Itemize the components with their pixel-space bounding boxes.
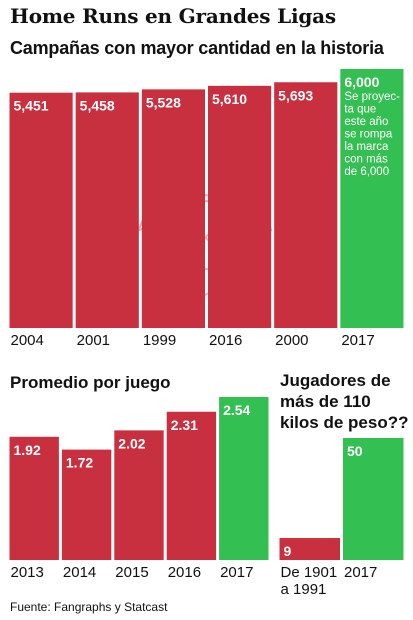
- chart-1-value-label: 5,693: [278, 87, 313, 103]
- chart-1-value-label: 5,458: [80, 97, 115, 113]
- chart-1-annotation-line: ta que: [344, 104, 376, 116]
- chart-1-annotation-line: la marca: [344, 141, 389, 153]
- chart-1-tick-label: 2000: [275, 332, 308, 349]
- chart-2-tick-label: 2017: [220, 564, 253, 581]
- chart-2-title: Promedio por juego: [10, 373, 171, 392]
- chart-3-value-label: 9: [284, 543, 292, 559]
- chart-1-top-bars: 5,451 5,458 5,528 5,610 5,693 6,000 Se proyec…: [9, 69, 404, 349]
- chart-1-value-label: 5,451: [14, 98, 49, 114]
- chart-2-average-bars: 1.92 1.72 2.02 2.31 2.54 2013 2014 2015 2016 201…: [9, 397, 269, 581]
- chart-2-bar-2016: [166, 411, 217, 560]
- chart-3-bar-De-1901-a-1991: [279, 538, 340, 560]
- chart-2-tick-label: 2015: [115, 564, 148, 581]
- chart-1-annotation-line: con más: [344, 154, 388, 166]
- chart-2-bar-2015: [114, 430, 164, 560]
- chart-1-tick-label: 2016: [209, 332, 242, 349]
- chart-1-bar-2016: [208, 85, 272, 329]
- chart-1-annotation-line: este año: [344, 116, 388, 128]
- chart-1-annotation-line: de 6,000: [344, 166, 389, 178]
- chart-1-bar-2001: [75, 92, 139, 328]
- chart-2-value-label: 2.31: [171, 417, 198, 433]
- chart-2-tick-label: 2014: [63, 564, 96, 581]
- chart-2-value-label: 2.54: [223, 402, 250, 418]
- chart-3-value-label: 50: [347, 443, 363, 459]
- chart-1-bar-1999: [141, 89, 205, 328]
- chart-1-tick-label: 2004: [11, 332, 44, 349]
- chart-3-title: Jugadores de más de 110 kilos de peso??: [280, 371, 409, 432]
- chart-1-tick-label: 1999: [143, 332, 176, 349]
- chart-2-value-label: 1.72: [66, 455, 93, 471]
- chart-2-value-label: 2.02: [118, 435, 145, 451]
- chart-2-bar-2013: [9, 436, 59, 560]
- chart-1-annotation-line: se rompa: [344, 129, 393, 141]
- chart-3-tick-label: a 1991: [281, 581, 327, 598]
- chart-1-bar-2004: [9, 92, 73, 328]
- chart-1-tick-label: 2001: [77, 332, 110, 349]
- chart-1-tick-label: 2017: [341, 332, 374, 349]
- page-title: Home Runs en Grandes Ligas: [10, 4, 336, 28]
- chart-3-tick-label: De 1901: [281, 564, 338, 581]
- chart-1-value-label: 5,610: [212, 91, 247, 107]
- chart-1-value-label: 5,528: [146, 94, 181, 110]
- chart-3-tick-label: 2017: [344, 564, 377, 581]
- chart-3-bar-2017: [343, 438, 404, 560]
- source-note: Fuente: Fangraphs y Statcast: [10, 600, 168, 614]
- chart-1-annotation-line: Se proyec-: [344, 91, 400, 103]
- chart-2-bar-2014: [61, 449, 112, 560]
- chart-1-title: Campañas con mayor cantidad en la histor…: [10, 38, 384, 58]
- chart-2-bar-2017: [219, 397, 269, 560]
- chart-2-tick-label: 2013: [11, 564, 44, 581]
- chart-1-bar-2000: [274, 82, 338, 328]
- chart-1-value-label: 6,000: [344, 74, 379, 90]
- chart-1-bar-2017: [340, 69, 404, 328]
- chart-2-tick-label: 2016: [168, 564, 201, 581]
- chart-2-value-label: 1.92: [14, 442, 41, 458]
